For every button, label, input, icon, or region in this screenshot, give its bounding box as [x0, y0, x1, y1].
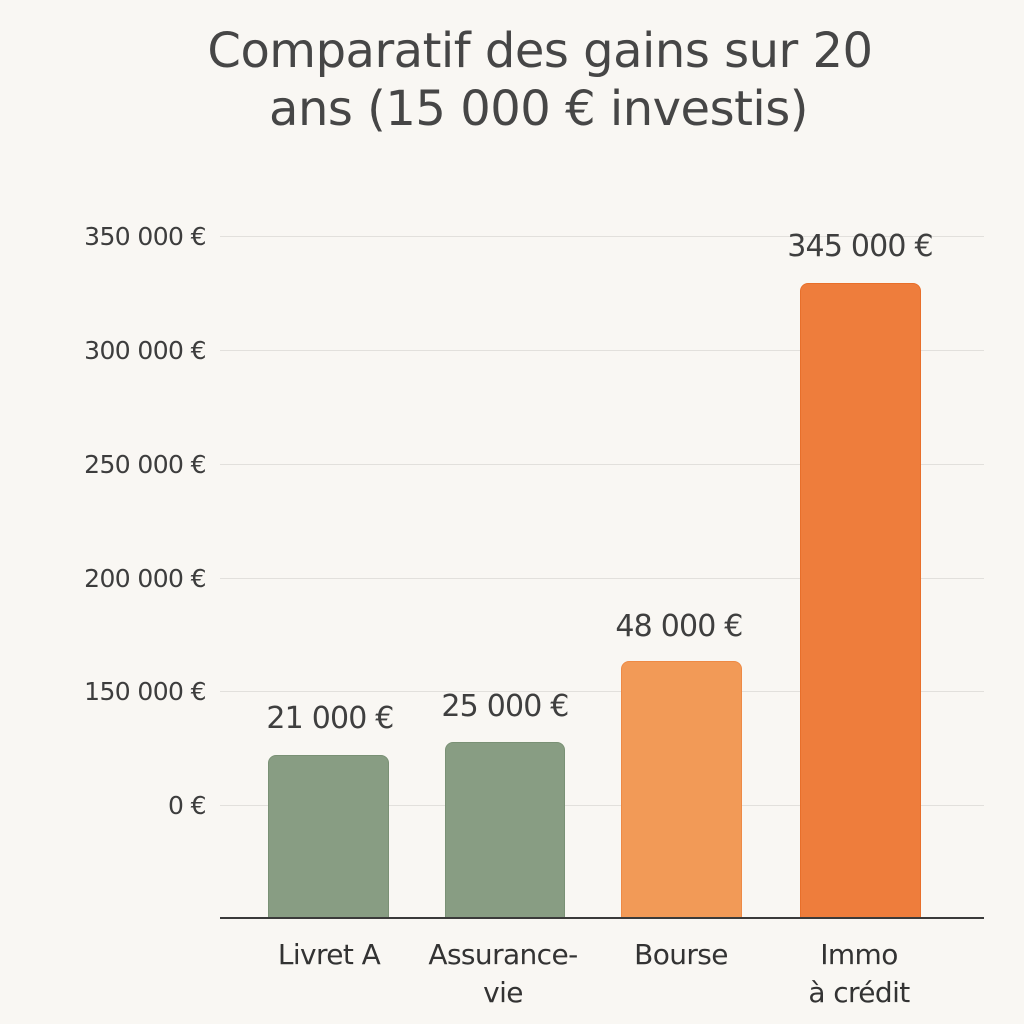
y-tick-label: 250 000 €	[84, 450, 206, 479]
x-tick-label-line: Bourse	[634, 938, 728, 971]
x-tick-label-line: à crédit	[808, 976, 910, 1009]
gridline-0	[220, 805, 984, 806]
x-tick-label-livret-a: Livret A	[277, 936, 381, 974]
x-axis-line	[220, 917, 984, 919]
value-label-immo-a-credit: 345 000 €	[787, 229, 933, 264]
x-tick-label-line: vie	[483, 976, 523, 1009]
x-tick-label-assurance-vie: Assurance- vie	[428, 936, 578, 1012]
y-tick-label: 200 000 €	[84, 564, 206, 593]
y-tick-label: 350 000 €	[84, 222, 206, 251]
value-label-livret-a: 21 000 €	[266, 701, 394, 736]
bar-livret-a	[268, 755, 389, 918]
gridline-350000	[220, 236, 984, 237]
x-tick-label-line: Immo	[820, 938, 898, 971]
gridline-300000	[220, 350, 984, 351]
bar-bourse	[621, 661, 742, 918]
x-tick-label-line: Assurance-	[428, 938, 578, 971]
chart-title-line-2: ans (15 000 € investis)	[269, 81, 808, 137]
y-tick-label: 150 000 €	[84, 677, 206, 706]
value-label-bourse: 48 000 €	[615, 609, 743, 644]
chart-title: Comparatif des gains sur 20 ans (15 000 …	[0, 22, 1024, 138]
bar-immo-a-credit	[800, 283, 921, 918]
gridline-150000	[220, 691, 984, 692]
gridline-250000	[220, 464, 984, 465]
x-tick-label-immo-a-credit: Immo à crédit	[808, 936, 910, 1012]
x-tick-label-line: Livret A	[277, 938, 381, 971]
x-tick-label-bourse: Bourse	[634, 936, 728, 974]
bar-assurance-vie	[445, 742, 565, 918]
value-label-assurance-vie: 25 000 €	[441, 689, 569, 724]
chart-title-line-1: Comparatif des gains sur 20	[207, 23, 873, 79]
gridline-200000	[220, 578, 984, 579]
y-tick-label: 0 €	[168, 791, 207, 820]
y-tick-label: 300 000 €	[84, 336, 206, 365]
